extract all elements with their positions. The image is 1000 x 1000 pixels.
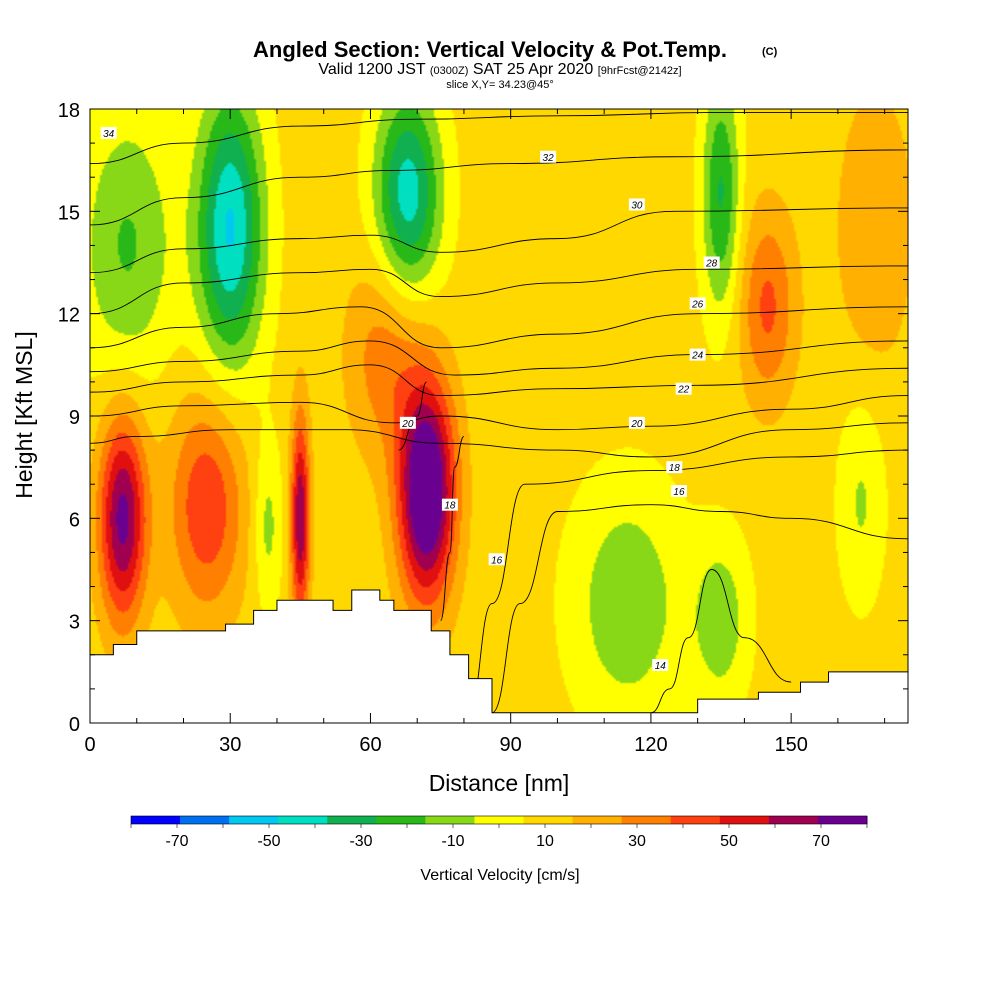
colorbar-swatch bbox=[229, 816, 279, 824]
isentrope-label-18: 18 bbox=[441, 498, 458, 512]
potential-temperature-contours bbox=[90, 111, 908, 714]
svg-text:30: 30 bbox=[631, 201, 643, 212]
svg-text:34: 34 bbox=[103, 129, 115, 140]
svg-text:20: 20 bbox=[401, 419, 414, 430]
colorbar-swatch bbox=[327, 816, 377, 824]
colorbar-swatch bbox=[817, 816, 868, 824]
x-tick-label: 120 bbox=[634, 734, 667, 756]
isentrope-label-14: 14 bbox=[652, 659, 669, 672]
colorbar-tick-label: -50 bbox=[257, 833, 280, 850]
subtitle-date: SAT 25 Apr 2020 bbox=[473, 61, 593, 78]
colorbar: -70 -50 -30 -10 10 30 50 70 bbox=[130, 815, 868, 850]
isentrope-label-20: 20 bbox=[399, 416, 416, 430]
colorbar-swatch bbox=[670, 816, 721, 824]
isentrope-32 bbox=[90, 149, 908, 226]
svg-text:22: 22 bbox=[677, 385, 690, 396]
isentrope-34 bbox=[90, 111, 908, 165]
colorbar-tick-label: -30 bbox=[349, 833, 372, 850]
y-tick-label: 9 bbox=[69, 407, 80, 429]
isentrope-20 bbox=[90, 395, 908, 431]
isentrope-label-32: 32 bbox=[540, 150, 557, 164]
y-tick-label: 6 bbox=[69, 509, 80, 531]
svg-text:18: 18 bbox=[669, 463, 681, 474]
colorbar-tick-label: -10 bbox=[441, 833, 464, 850]
x-axis: 0 30 60 90 120 150 bbox=[84, 109, 886, 756]
subtitle-utc: (0300Z) bbox=[430, 65, 469, 77]
isentrope-22 bbox=[90, 364, 908, 396]
svg-text:26: 26 bbox=[691, 299, 704, 310]
isentrope-label-16: 16 bbox=[488, 553, 505, 566]
colorbar-swatch bbox=[523, 816, 574, 824]
svg-text:28: 28 bbox=[705, 259, 718, 270]
y-tick-label: 0 bbox=[69, 714, 80, 736]
svg-text:16: 16 bbox=[673, 487, 685, 498]
colorbar-tick-label: 50 bbox=[720, 833, 738, 850]
isentrope-label-28: 28 bbox=[703, 256, 720, 270]
isentrope-label-22: 22 bbox=[675, 382, 692, 396]
isentrope-20 bbox=[398, 381, 427, 451]
isentrope-18 bbox=[440, 436, 465, 622]
chart-title-units: (C) bbox=[762, 46, 778, 58]
y-tick-label: 18 bbox=[58, 100, 80, 122]
colorbar-swatch bbox=[180, 816, 230, 824]
isentrope-16 bbox=[468, 449, 908, 714]
isentrope-28 bbox=[90, 265, 908, 315]
chart-title: Angled Section: Vertical Velocity & Pot.… bbox=[253, 37, 727, 62]
colorbar-swatch bbox=[376, 816, 426, 824]
vertical-velocity-field bbox=[90, 109, 908, 723]
isentrope-label-30: 30 bbox=[628, 198, 645, 212]
colorbar-swatch bbox=[572, 816, 623, 824]
colorbar-swatch bbox=[719, 816, 770, 824]
colorbar-swatch bbox=[131, 816, 181, 824]
svg-text:32: 32 bbox=[543, 153, 555, 164]
isentrope-18 bbox=[90, 422, 908, 458]
svg-text:24: 24 bbox=[691, 351, 704, 362]
x-tick-label: 60 bbox=[359, 734, 381, 756]
isentrope-30 bbox=[90, 207, 908, 274]
y-tick-label: 12 bbox=[58, 305, 80, 327]
colorbar-swatch bbox=[768, 816, 819, 824]
isentrope-26 bbox=[90, 306, 908, 349]
x-tick-label: 150 bbox=[774, 734, 807, 756]
svg-text:18: 18 bbox=[444, 501, 456, 512]
isentrope-label-24: 24 bbox=[689, 348, 706, 362]
terrain-mask bbox=[90, 589, 908, 723]
svg-text:14: 14 bbox=[655, 661, 667, 672]
colorbar-tick-label: 10 bbox=[536, 833, 554, 850]
isentrope-label-34: 34 bbox=[100, 126, 117, 140]
svg-text:16: 16 bbox=[491, 555, 503, 566]
isentrope-14 bbox=[650, 569, 792, 714]
isentrope-labels: 14 16 16 18 18 20 20 22 24 26 28 30 32 34 bbox=[100, 126, 720, 672]
colorbar-tick-label: -70 bbox=[165, 833, 188, 850]
subtitle-forecast: [9hrFcst@2142z] bbox=[598, 65, 682, 77]
y-tick-label: 15 bbox=[58, 202, 80, 224]
isentrope-label-16: 16 bbox=[670, 485, 687, 498]
colorbar-swatch bbox=[278, 816, 328, 824]
slice-text: slice X,Y= 34.23@45° bbox=[446, 79, 554, 91]
colorbar-swatch bbox=[621, 816, 672, 824]
x-tick-label: 90 bbox=[500, 734, 522, 756]
colorbar-label: Vertical Velocity [cm/s] bbox=[420, 867, 579, 884]
y-tick-label: 3 bbox=[69, 612, 80, 634]
x-tick-label: 0 bbox=[84, 734, 95, 756]
colorbar-tick-label: 70 bbox=[812, 833, 830, 850]
isentrope-16 bbox=[491, 504, 908, 714]
isentrope-label-26: 26 bbox=[689, 297, 706, 310]
isentrope-label-20: 20 bbox=[628, 416, 645, 430]
x-axis-label: Distance [nm] bbox=[429, 770, 570, 796]
colorbar-tick-label: 30 bbox=[628, 833, 646, 850]
x-tick-label: 30 bbox=[219, 734, 241, 756]
isentrope-label-18: 18 bbox=[666, 461, 683, 474]
colorbar-swatch bbox=[425, 816, 475, 824]
colorbar-swatch bbox=[474, 816, 525, 824]
svg-text:20: 20 bbox=[630, 419, 643, 430]
y-axis: 0 3 6 9 12 15 18 bbox=[58, 100, 908, 736]
chart-subtitle: Valid 1200 JST (0300Z) SAT 25 Apr 2020 [… bbox=[318, 61, 681, 78]
subtitle-valid: Valid 1200 JST bbox=[318, 61, 426, 78]
y-axis-label: Height [Kft MSL] bbox=[11, 331, 37, 498]
